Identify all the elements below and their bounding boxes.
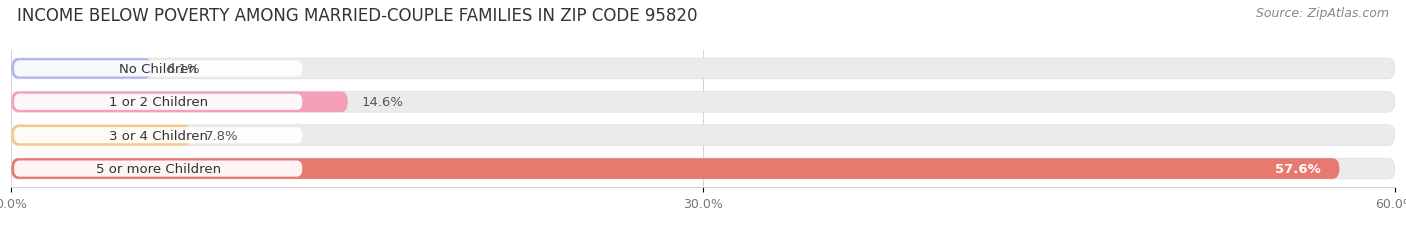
Text: 7.8%: 7.8% [205, 129, 239, 142]
FancyBboxPatch shape [14, 128, 302, 144]
Text: No Children: No Children [120, 63, 197, 76]
FancyBboxPatch shape [11, 158, 1395, 179]
FancyBboxPatch shape [14, 94, 302, 110]
Text: 5 or more Children: 5 or more Children [96, 162, 221, 175]
FancyBboxPatch shape [11, 125, 1395, 146]
FancyBboxPatch shape [11, 158, 1340, 179]
Text: 57.6%: 57.6% [1275, 162, 1322, 175]
FancyBboxPatch shape [14, 161, 302, 177]
FancyBboxPatch shape [11, 92, 1395, 113]
FancyBboxPatch shape [11, 125, 191, 146]
Text: 6.1%: 6.1% [166, 63, 200, 76]
FancyBboxPatch shape [11, 92, 347, 113]
FancyBboxPatch shape [11, 59, 152, 79]
Text: 3 or 4 Children: 3 or 4 Children [108, 129, 208, 142]
FancyBboxPatch shape [11, 59, 1395, 79]
Text: INCOME BELOW POVERTY AMONG MARRIED-COUPLE FAMILIES IN ZIP CODE 95820: INCOME BELOW POVERTY AMONG MARRIED-COUPL… [17, 7, 697, 25]
FancyBboxPatch shape [14, 61, 302, 77]
Text: 14.6%: 14.6% [361, 96, 404, 109]
Text: 1 or 2 Children: 1 or 2 Children [108, 96, 208, 109]
Text: Source: ZipAtlas.com: Source: ZipAtlas.com [1256, 7, 1389, 20]
